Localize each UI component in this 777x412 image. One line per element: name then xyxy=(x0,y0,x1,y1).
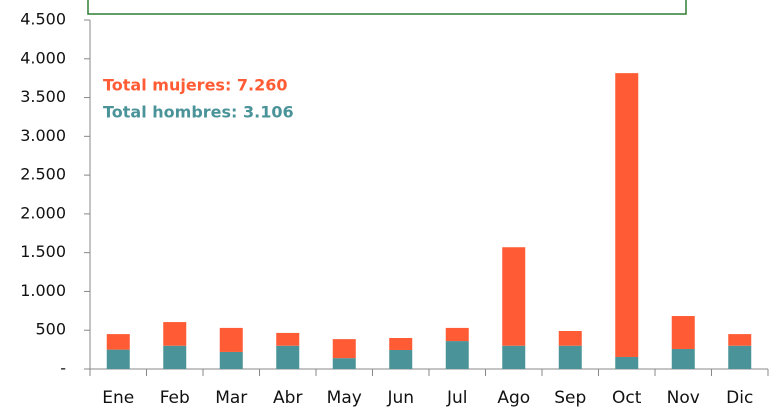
bar-segment xyxy=(276,332,300,346)
bar-segment xyxy=(332,339,356,359)
bar-segment xyxy=(671,316,695,349)
x-tick-label: Abr xyxy=(273,388,302,408)
y-tick-label: 1.000 xyxy=(20,281,66,300)
header-box xyxy=(87,0,687,15)
x-tick-label: May xyxy=(327,388,362,408)
bar-segment xyxy=(332,358,356,369)
x-tick-label: Dic xyxy=(726,388,753,408)
bar-segment xyxy=(163,345,187,369)
bar-segment xyxy=(389,337,413,350)
x-tick-label: Jul xyxy=(446,388,468,408)
bar-segment xyxy=(445,327,469,342)
y-tick-label: 500 xyxy=(35,320,66,339)
bar-segment xyxy=(389,349,413,369)
x-tick-label: Ago xyxy=(497,388,530,408)
bar-segment xyxy=(502,247,526,346)
y-tick-label: 3.000 xyxy=(20,126,66,145)
bar-segment xyxy=(615,73,639,357)
x-tick-label: Ene xyxy=(102,388,134,408)
y-tick-label: 3.500 xyxy=(20,87,66,106)
y-tick-label: 2.000 xyxy=(20,203,66,222)
bar-segment xyxy=(671,348,695,369)
x-tick-label: Feb xyxy=(160,388,190,408)
x-tick-label: Sep xyxy=(554,388,586,408)
annotation: Total hombres: 3.106 xyxy=(103,103,294,122)
bar-segment xyxy=(163,322,187,346)
bar-segment xyxy=(502,345,526,369)
y-tick-label: - xyxy=(60,359,66,378)
bar-segment xyxy=(728,334,752,346)
y-tick-label: 4.000 xyxy=(20,48,66,67)
y-tick-label: 2.500 xyxy=(20,165,66,184)
bar-segment xyxy=(558,345,582,369)
x-tick-label: Oct xyxy=(612,388,642,408)
bar-segment xyxy=(219,327,243,352)
bar-segment xyxy=(558,330,582,346)
bar-segment xyxy=(106,349,130,369)
bar-segment xyxy=(728,345,752,369)
y-tick-label: 1.500 xyxy=(20,242,66,261)
bar-segment xyxy=(445,341,469,369)
y-tick-label: 4.500 xyxy=(20,10,66,29)
bar-segment xyxy=(615,356,639,369)
x-tick-label: Nov xyxy=(667,388,700,408)
x-tick-label: Mar xyxy=(215,388,247,408)
annotation: Total mujeres: 7.260 xyxy=(103,76,288,95)
x-tick-label: Jun xyxy=(386,388,414,408)
bar-segment xyxy=(219,351,243,369)
bar-segment xyxy=(106,334,130,350)
bar-segment xyxy=(276,345,300,369)
